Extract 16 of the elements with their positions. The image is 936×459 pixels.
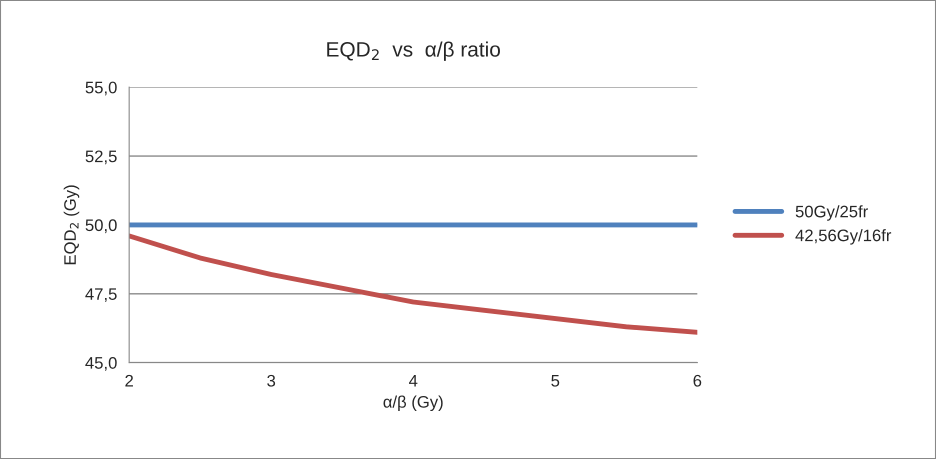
y-tick-label: 52,5 [86,150,117,164]
x-axis-title: α/β (Gy) [384,396,443,412]
x-tick-label: 3 [267,374,276,387]
y-axis-title: EQD$_{2}$ (Gy) [64,185,80,264]
y-tick-label: 50,0 [86,219,117,234]
x-tick-label: 5 [551,375,560,387]
legend-label: 42,56Gy/16fr [795,229,892,245]
chart-title: EQD$_{2}$ vs α/β ratio [327,41,500,61]
y-tick-label: 47,5 [85,288,117,302]
x-tick-label: 6 [694,374,702,387]
line-series [129,233,698,335]
legend-label: 50Gy/25fr [796,205,868,221]
x-tick-label: 4 [408,375,418,386]
y-tick-label: 55,0 [86,82,117,96]
y-tick-label: 45,0 [85,357,117,371]
x-tick-label: 2 [125,374,133,386]
